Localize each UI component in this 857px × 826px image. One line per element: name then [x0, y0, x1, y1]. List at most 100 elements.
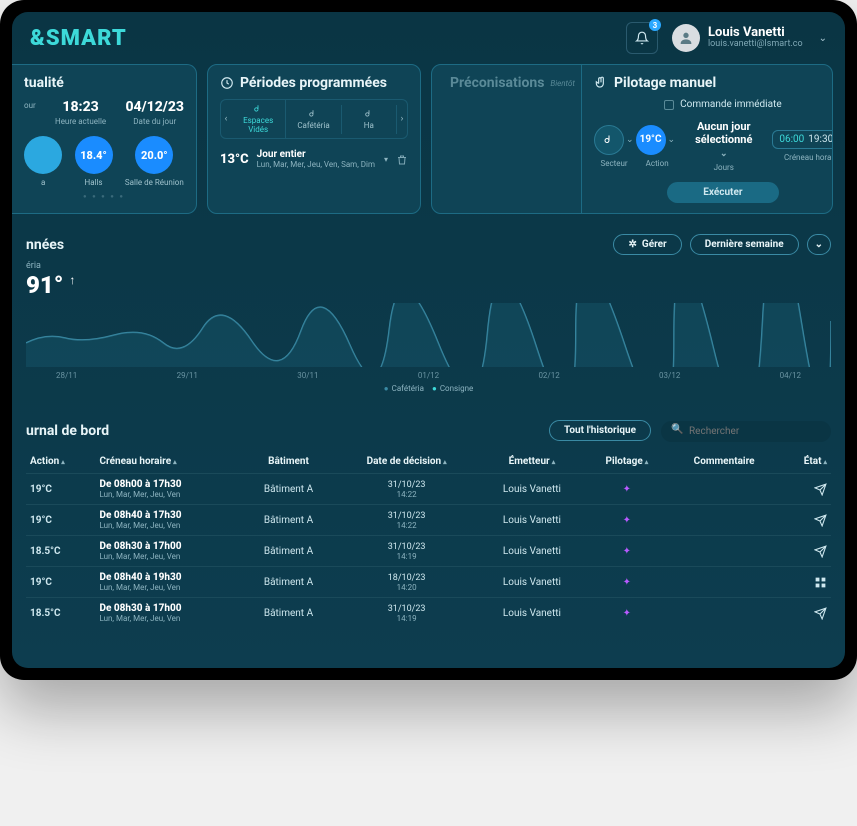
chevron-down-icon: ⌄	[668, 135, 676, 145]
cell-comment	[668, 474, 780, 505]
chart-xlabels: 28/1129/1130/1101/1202/1203/1204/12	[26, 367, 831, 380]
card-title: tualité	[24, 75, 184, 91]
chevron-down-icon: ⌄	[720, 149, 728, 159]
cell-temp: 19°C	[26, 474, 95, 505]
cell-pilot: ✦	[586, 567, 669, 598]
cell-date: 18/10/2314:20	[335, 567, 478, 598]
th-state[interactable]: État▴	[780, 450, 831, 474]
days-value[interactable]: Aucun jour sélectionné	[695, 120, 752, 146]
periodes-card: Périodes programmées ‹ Espaces Vidés Caf…	[207, 64, 421, 214]
th-pilot[interactable]: Pilotage▴	[586, 450, 669, 474]
period-days: Lun, Mar, Mer, Jeu, Ven, Sam, Dim	[257, 160, 376, 169]
cell-temp: 18.5°C	[26, 536, 95, 567]
table-row[interactable]: 18.5°CDe 08h30 à 17h00Lun, Mar, Mer, Jeu…	[26, 536, 831, 567]
pilotage-card: Préconisations Bientôt Pilotage manuel C…	[431, 64, 833, 214]
chevron-down-icon[interactable]: ▾	[384, 155, 388, 164]
thermometer-icon	[308, 109, 318, 119]
manual-title: Pilotage manuel	[614, 75, 716, 91]
time-range[interactable]: 06:0019:30⌄	[772, 130, 833, 149]
chart-legend: CafétériaConsigne	[26, 384, 831, 393]
action-temp[interactable]: 19°C	[636, 125, 666, 155]
cell-date: 31/10/2314:22	[335, 474, 478, 505]
act-label: our	[24, 101, 36, 110]
th-action[interactable]: Action▴	[26, 450, 95, 474]
act-label: Heure actuelle	[55, 117, 106, 126]
cell-state-icon[interactable]	[780, 567, 831, 598]
tab-item[interactable]: Cafétéria	[286, 105, 341, 134]
preco-title: Préconisations	[450, 75, 544, 91]
gear-icon: ✲	[628, 239, 636, 250]
cell-pilot: ✦	[586, 505, 669, 536]
th-emitter[interactable]: Émetteur▴	[478, 450, 585, 474]
cell-state-icon[interactable]	[780, 536, 831, 567]
table-row[interactable]: 19°CDe 08h00 à 17h30Lun, Mar, Mer, Jeu, …	[26, 474, 831, 505]
notifications-button[interactable]: 3	[626, 22, 658, 54]
th-date[interactable]: Date de décision▴	[335, 450, 478, 474]
cell-slot: De 08h00 à 17h30Lun, Mar, Mer, Jeu, Ven	[95, 474, 241, 505]
period-dropdown[interactable]: ⌄	[807, 234, 831, 255]
thermometer-icon	[603, 134, 615, 146]
cell-emitter: Louis Vanetti	[478, 598, 585, 629]
bubble-label: Salle de Réunion	[125, 178, 184, 187]
cell-pilot: ✦	[586, 598, 669, 629]
cell-slot: De 08h40 à 19h30Lun, Mar, Mer, Jeu, Ven	[95, 567, 241, 598]
trash-icon[interactable]	[396, 150, 408, 169]
tab-prev[interactable]: ‹	[221, 114, 231, 124]
th-slot[interactable]: Créneau horaire▴	[95, 450, 241, 474]
temp-bubble[interactable]	[24, 136, 62, 174]
cell-building: Bâtiment A	[242, 567, 335, 598]
line-chart	[26, 303, 831, 367]
carousel-dots[interactable]: ● ● ● ● ●	[24, 193, 184, 200]
th-building[interactable]: Bâtiment	[242, 450, 335, 474]
cell-date: 31/10/2314:19	[335, 536, 478, 567]
period-name: Jour entier	[257, 149, 376, 160]
cell-state-icon[interactable]	[780, 598, 831, 629]
table-row[interactable]: 19°CDe 08h40 à 19h30Lun, Mar, Mer, Jeu, …	[26, 567, 831, 598]
table-row[interactable]: 19°CDe 08h40 à 17h30Lun, Mar, Mer, Jeu, …	[26, 505, 831, 536]
sector-select[interactable]	[594, 125, 624, 155]
cell-pilot: ✦	[586, 536, 669, 567]
chevron-down-icon: ⌄	[626, 135, 634, 145]
metric-value: 91° ↑	[26, 271, 831, 299]
thermometer-icon	[364, 109, 374, 119]
tab-item[interactable]: Ha	[342, 105, 397, 134]
journal-section: urnal de bord Tout l'historique 🔍 Action…	[12, 411, 845, 628]
header: &SMART 3 Louis Vanetti louis.vanetti@lsm…	[12, 12, 845, 64]
tab-item[interactable]: Espaces Vidés	[231, 100, 286, 138]
manage-button[interactable]: ✲Gérer	[613, 234, 681, 255]
bubble-label: Halls	[75, 178, 113, 187]
cell-temp: 19°C	[26, 505, 95, 536]
time-label: Créneau horaire	[772, 153, 833, 162]
thermometer-icon	[253, 104, 263, 114]
data-section: nnées ✲Gérer Dernière semaine ⌄ éria 91°…	[12, 224, 845, 403]
table-row[interactable]: 18.5°CDe 08h30 à 17h00Lun, Mar, Mer, Jeu…	[26, 598, 831, 629]
execute-button[interactable]: Exécuter	[667, 182, 778, 203]
journal-table: Action▴ Créneau horaire▴ Bâtiment Date d…	[26, 450, 831, 628]
period-select[interactable]: Dernière semaine	[690, 234, 799, 255]
cell-state-icon[interactable]	[780, 474, 831, 505]
user-email: louis.vanetti@lsmart.co	[708, 40, 803, 50]
tab-next[interactable]: ›	[397, 114, 407, 124]
cell-date: 31/10/2314:19	[335, 598, 478, 629]
th-comment[interactable]: Commentaire	[668, 450, 780, 474]
cell-slot: De 08h30 à 17h00Lun, Mar, Mer, Jeu, Ven	[95, 598, 241, 629]
temp-bubble[interactable]: 20.0°	[135, 136, 173, 174]
days-label: Jours	[695, 163, 752, 172]
cell-state-icon[interactable]	[780, 505, 831, 536]
clock-icon	[220, 76, 234, 90]
search-icon: 🔍	[671, 424, 683, 435]
cell-temp: 19°C	[26, 567, 95, 598]
cell-slot: De 08h40 à 17h30Lun, Mar, Mer, Jeu, Ven	[95, 505, 241, 536]
immediate-checkbox[interactable]	[664, 100, 674, 110]
avatar-icon	[672, 24, 700, 52]
card-title: Périodes programmées	[240, 75, 387, 91]
act-label: Date du jour	[125, 117, 184, 126]
act-date: 04/12/23	[125, 99, 184, 115]
bubble-label: a	[24, 178, 62, 187]
user-menu[interactable]: Louis Vanetti louis.vanetti@lsmart.co ⌄	[672, 24, 827, 52]
cell-date: 31/10/2314:22	[335, 505, 478, 536]
search-input[interactable]	[661, 421, 831, 442]
temp-bubble[interactable]: 18.4°	[75, 136, 113, 174]
history-button[interactable]: Tout l'historique	[549, 420, 651, 441]
sector-label: Secteur	[600, 159, 627, 168]
